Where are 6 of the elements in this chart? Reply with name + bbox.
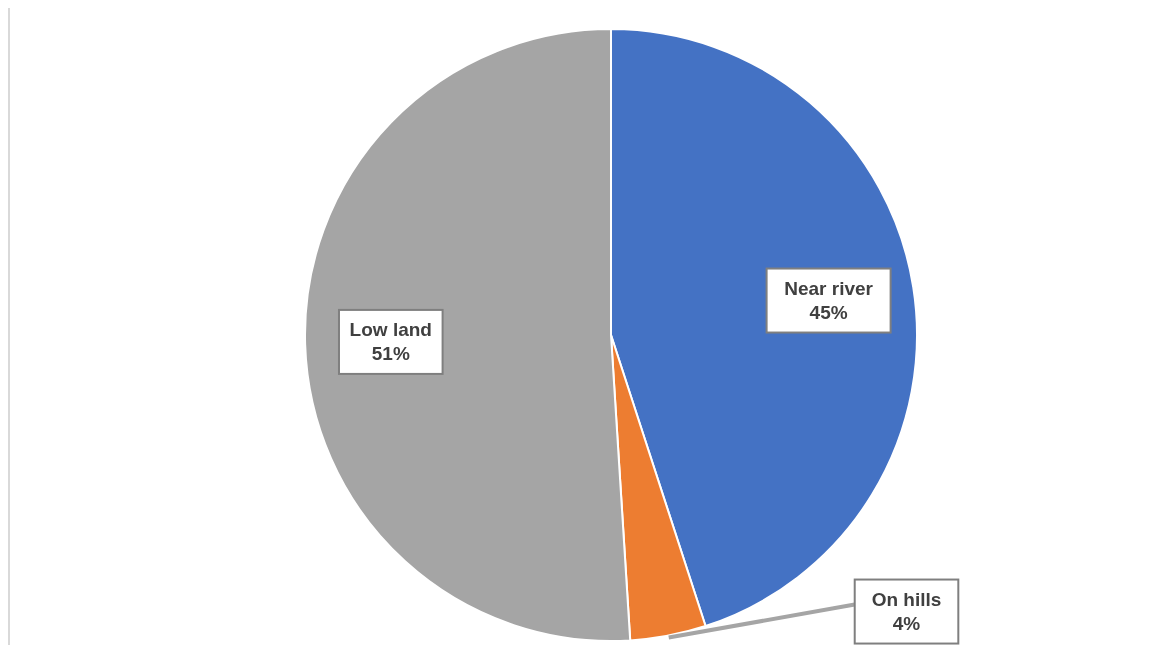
slice-label: Low land [349, 318, 432, 340]
slice-label: Near river [784, 277, 874, 299]
data-label: 4% [892, 612, 921, 634]
data-label: 45% [809, 301, 848, 323]
slice-label: On hills [871, 588, 942, 610]
data-label: 51% [371, 342, 410, 364]
